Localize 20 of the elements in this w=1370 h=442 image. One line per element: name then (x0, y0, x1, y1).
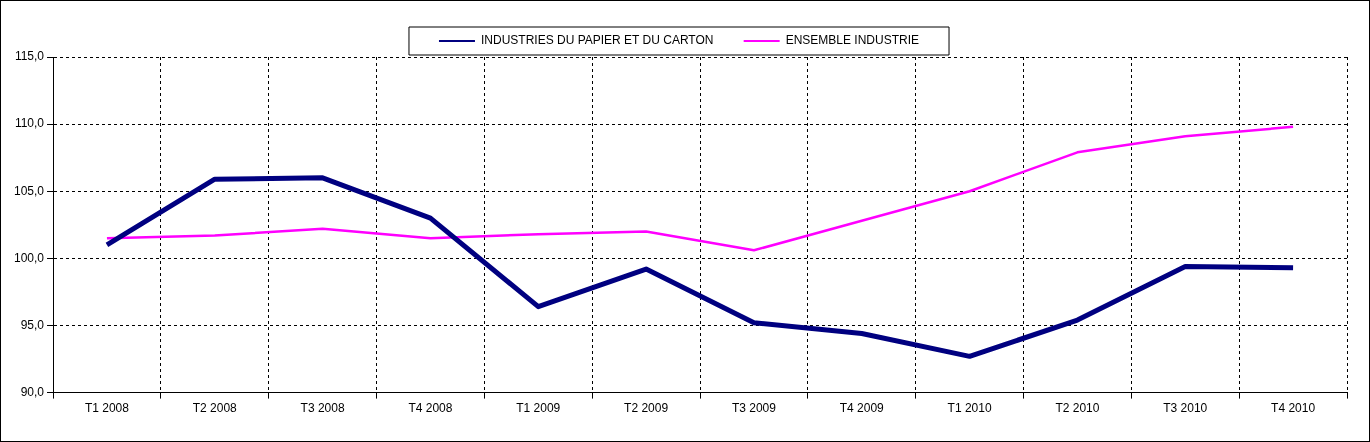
legend-label: INDUSTRIES DU PAPIER ET DU CARTON (480, 33, 714, 48)
x-tick-label: T1 2010 (947, 401, 992, 416)
y-tick-label: 110,0 (14, 116, 45, 131)
x-tick-label: T3 2008 (300, 401, 345, 416)
x-tick-label: T2 2008 (192, 401, 238, 416)
x-tick-label: T4 2008 (408, 401, 453, 416)
x-tick-label: T2 2009 (624, 401, 669, 416)
legend-label: ENSEMBLE INDUSTRIE (785, 33, 920, 48)
x-tick-label: T3 2009 (731, 401, 777, 416)
y-tick-label: 95,0 (20, 317, 45, 332)
x-tick-label: T4 2010 (1271, 401, 1316, 416)
y-tick-label: 100,0 (14, 250, 45, 265)
y-tick-label: 115,0 (14, 49, 45, 64)
x-tick-label: T1 2009 (516, 401, 561, 416)
x-tick-label: T1 2008 (84, 401, 130, 416)
x-tick-label: T2 2010 (1055, 401, 1100, 416)
x-tick-label: T3 2010 (1163, 401, 1208, 416)
y-tick-label: 90,0 (20, 384, 45, 399)
x-tick-label: T4 2009 (839, 401, 885, 416)
y-tick-label: 105,0 (14, 183, 45, 198)
